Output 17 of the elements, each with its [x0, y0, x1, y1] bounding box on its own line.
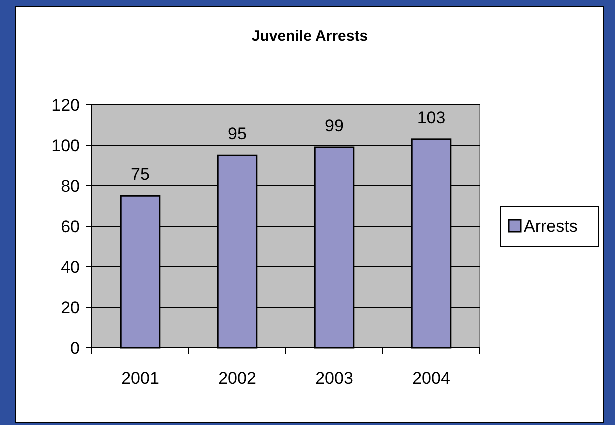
x-tick-label: 2002	[218, 369, 256, 388]
legend-label: Arrests	[524, 216, 578, 236]
x-tick-label: 2001	[122, 369, 160, 388]
y-tick-label: 0	[70, 338, 80, 358]
data-label: 103	[417, 108, 446, 128]
y-tick-label: 40	[61, 258, 80, 277]
y-tick-label: 80	[61, 176, 80, 196]
data-label: 95	[228, 124, 247, 144]
y-tick-label: 120	[52, 96, 80, 115]
x-tick-label: 2003	[316, 369, 354, 388]
y-tick-label: 100	[52, 136, 80, 156]
data-label: 75	[131, 165, 150, 184]
x-tick-label: 2004	[412, 369, 450, 388]
chart-title: Juvenile Arrests	[252, 28, 368, 45]
y-tick-label: 60	[61, 217, 80, 236]
y-tick-label: 20	[61, 298, 80, 318]
data-label: 99	[325, 116, 344, 136]
